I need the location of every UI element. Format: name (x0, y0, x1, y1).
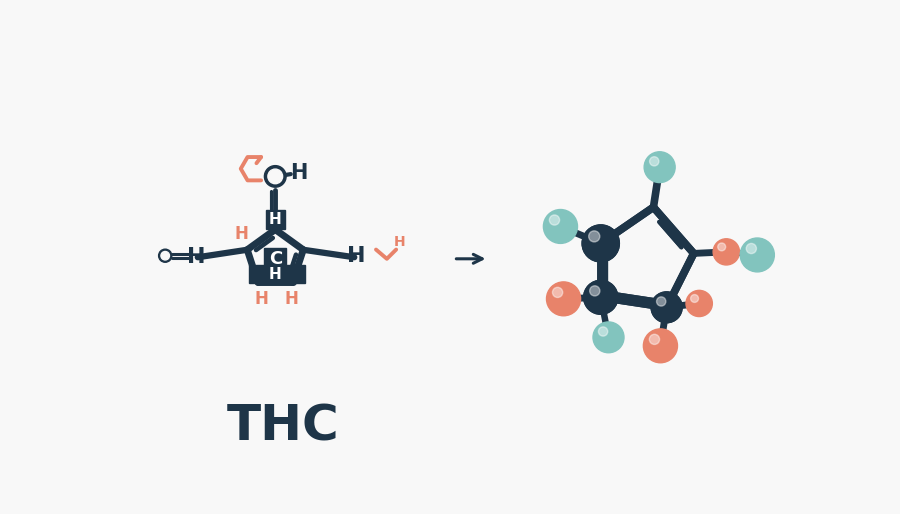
Circle shape (651, 292, 682, 323)
Text: THC: THC (227, 402, 339, 451)
Text: H: H (269, 212, 282, 227)
Text: H: H (347, 246, 366, 266)
Circle shape (582, 225, 619, 262)
Circle shape (713, 239, 740, 265)
Circle shape (553, 287, 562, 298)
Circle shape (741, 238, 774, 272)
Circle shape (161, 251, 169, 260)
Circle shape (582, 225, 619, 262)
Circle shape (546, 282, 580, 316)
Circle shape (593, 322, 624, 353)
Text: H: H (290, 163, 307, 183)
Circle shape (657, 297, 666, 306)
Circle shape (598, 327, 608, 336)
Bar (266, 210, 284, 229)
Circle shape (590, 286, 600, 296)
Text: H: H (393, 235, 405, 249)
Circle shape (265, 166, 286, 187)
Circle shape (746, 244, 756, 253)
Circle shape (590, 286, 600, 296)
Circle shape (686, 290, 713, 317)
Circle shape (690, 295, 698, 302)
Circle shape (589, 231, 599, 242)
Circle shape (544, 210, 578, 244)
Circle shape (644, 329, 678, 363)
Circle shape (717, 243, 725, 251)
Circle shape (657, 297, 666, 306)
Circle shape (589, 231, 599, 242)
Circle shape (649, 334, 660, 344)
Circle shape (584, 280, 617, 314)
Circle shape (650, 157, 659, 166)
Text: H: H (234, 225, 248, 243)
Bar (265, 248, 286, 269)
Text: C: C (268, 250, 282, 268)
Circle shape (158, 249, 172, 262)
Circle shape (268, 169, 283, 183)
Circle shape (644, 152, 675, 182)
Text: H: H (254, 290, 268, 308)
Text: H: H (284, 290, 298, 308)
Text: H: H (269, 267, 282, 282)
Circle shape (651, 292, 682, 323)
Text: H: H (187, 247, 205, 267)
Bar (248, 265, 305, 283)
Circle shape (549, 215, 560, 225)
Circle shape (584, 280, 617, 314)
